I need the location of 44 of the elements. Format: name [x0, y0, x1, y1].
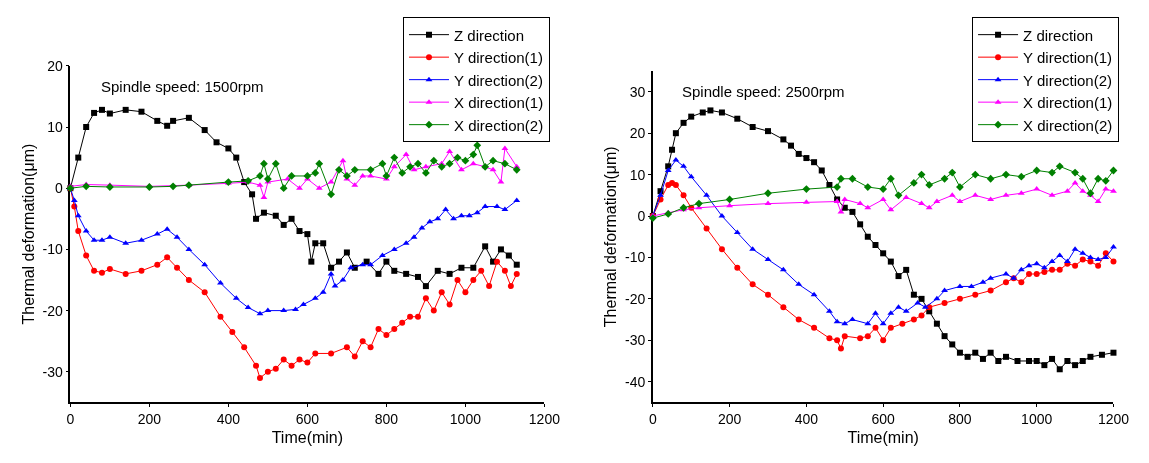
y-axis-title: Thermal deformation(μm) [19, 143, 37, 325]
x-tick-label: 1200 [1097, 410, 1130, 427]
x-tick-label: 400 [794, 410, 819, 427]
x-tick-label: 1000 [1021, 410, 1053, 427]
legend-label: Y direction(2) [1023, 71, 1112, 89]
y-tick-label: -30 [625, 332, 646, 349]
legend-label: X direction(2) [453, 116, 544, 134]
annotation: Spindle speed: 2500rpm [682, 83, 845, 100]
y-tick-label: 0 [637, 207, 646, 224]
x-tick-label: 200 [137, 410, 162, 427]
x-tick-label: 400 [216, 410, 241, 427]
legend-label: Y direction(1) [1023, 49, 1112, 66]
y-tick-label: -20 [625, 290, 646, 307]
x-tick-label: 0 [66, 410, 75, 427]
y-tick-label: 20 [629, 125, 646, 142]
x-tick-label: 200 [717, 410, 742, 427]
x-tick-label: 600 [871, 410, 896, 427]
y-tick-label: 30 [629, 83, 646, 100]
legend-label: X direction(1) [1023, 94, 1113, 111]
x-tick-label: 800 [948, 410, 972, 427]
x-tick-label: 1000 [449, 410, 482, 427]
y-tick-label: 0 [55, 180, 64, 197]
x-tick-label: 1200 [528, 410, 561, 427]
x-axis-title: Time(min) [847, 429, 919, 447]
x-axis-title: Time(min) [271, 429, 344, 447]
legend-label: X direction(1) [453, 94, 544, 111]
legend-label: Y direction(1) [453, 49, 543, 66]
legend-label: Z direction [453, 26, 525, 44]
y-tick-label: -40 [625, 373, 646, 390]
y-tick-label: -10 [625, 249, 646, 266]
y-tick-label: -20 [42, 302, 64, 319]
y-tick-label: 10 [47, 118, 64, 135]
legend-label: Z direction [1023, 26, 1094, 44]
annotation: Spindle speed: 1500rpm [101, 78, 264, 95]
legend-label: X direction(2) [1023, 116, 1113, 134]
legend-label: Y direction(2) [453, 71, 543, 89]
x-tick-label: 0 [648, 410, 657, 427]
y-tick-label: 20 [47, 57, 64, 74]
y-tick-label: 10 [629, 166, 646, 183]
y-tick-label: -10 [42, 241, 64, 258]
y-axis-title: Thermal deformation(μm) [602, 146, 620, 328]
y-tick-label: -30 [42, 363, 64, 380]
x-tick-label: 600 [295, 410, 320, 427]
x-tick-label: 800 [374, 410, 399, 427]
